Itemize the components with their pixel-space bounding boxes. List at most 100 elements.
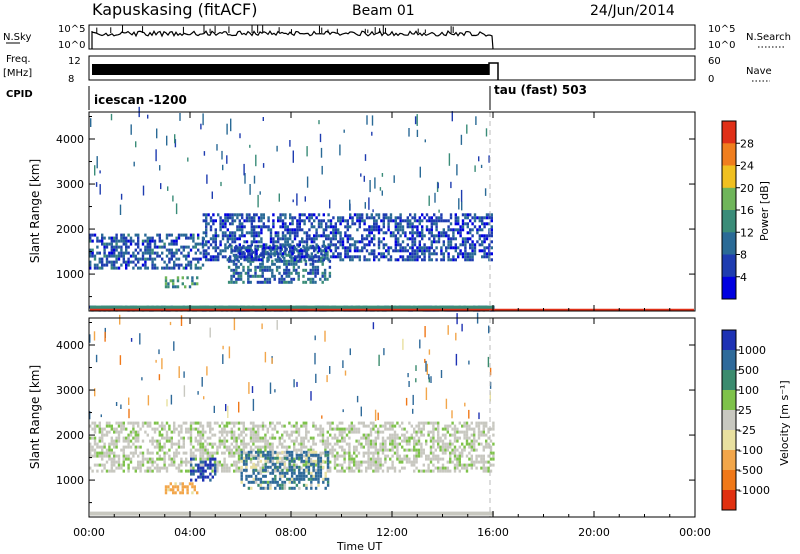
- heatmap-streak: [226, 123, 228, 135]
- heatmap-cell: [217, 234, 220, 238]
- heatmap-cell: [96, 445, 99, 449]
- heatmap-streak: [480, 164, 483, 168]
- heatmap-cell: [180, 463, 183, 467]
- heatmap-cell: [161, 266, 164, 270]
- heatmap-cell: [298, 258, 301, 262]
- heatmap-cell: [129, 242, 133, 246]
- heatmap-cell: [132, 451, 135, 455]
- heatmap-cell: [264, 465, 267, 469]
- heatmap-cell: [345, 466, 349, 470]
- heatmap-cell: [334, 237, 337, 241]
- heatmap-cell: [380, 228, 383, 232]
- heatmap-cell: [297, 433, 301, 437]
- heatmap-cell: [375, 219, 378, 223]
- heatmap-cell: [134, 421, 137, 425]
- heatmap-cell: [197, 427, 200, 431]
- heatmap-cell: [199, 451, 202, 455]
- heatmap-cell: [369, 430, 373, 434]
- heatmap-cell: [394, 228, 397, 232]
- heatmap-cell: [483, 237, 486, 241]
- heatmap-cell: [413, 219, 417, 223]
- heatmap-cell: [449, 216, 453, 220]
- heatmap-cell: [259, 466, 262, 470]
- heatmap-cell: [281, 460, 284, 464]
- heatmap-cell: [163, 424, 166, 428]
- heatmap-cell: [259, 274, 262, 278]
- heatmap-cell: [235, 460, 238, 464]
- heatmap-streak: [226, 155, 228, 164]
- heatmap-cell: [274, 486, 277, 490]
- heatmap-streak: [183, 385, 186, 397]
- heatmap-cell: [377, 225, 381, 229]
- heatmap-cell: [399, 222, 402, 226]
- heatmap-cell: [163, 451, 166, 455]
- heatmap-cell: [287, 259, 291, 263]
- heatmap-cell: [261, 421, 265, 425]
- heatmap-cell: [492, 424, 495, 428]
- heatmap-cell: [232, 280, 236, 284]
- heatmap-cell: [466, 222, 469, 226]
- heatmap-cell: [277, 255, 280, 259]
- heatmap-cell: [242, 442, 245, 446]
- heatmap-streak: [460, 189, 463, 202]
- heatmap-cell: [241, 225, 244, 229]
- heatmap-cell: [405, 442, 409, 446]
- heatmap-cell: [125, 242, 128, 246]
- heatmap-cell: [197, 248, 200, 252]
- heatmap-cell: [305, 430, 308, 434]
- heatmap-cell: [242, 436, 245, 440]
- heatmap-cell: [358, 213, 361, 217]
- heatmap-cell: [264, 462, 267, 466]
- heatmap-cell: [362, 424, 365, 428]
- heatmap-cell: [127, 442, 130, 446]
- heatmap-cell: [389, 439, 392, 443]
- heatmap-cell: [348, 457, 351, 461]
- heatmap-cell: [172, 485, 175, 489]
- heatmap-cell: [311, 268, 315, 272]
- heatmap-cell: [314, 442, 317, 446]
- heatmap-cell: [301, 237, 304, 241]
- heatmap-cell: [173, 266, 176, 270]
- heatmap-cell: [257, 439, 260, 443]
- heatmap-cell: [358, 216, 361, 220]
- heatmap-streak: [167, 186, 169, 191]
- heatmap-cell: [295, 465, 299, 469]
- heatmap-cell: [122, 457, 125, 461]
- heatmap-cell: [367, 466, 370, 470]
- heatmap-cell: [312, 448, 315, 452]
- heatmap-cell: [96, 251, 99, 255]
- heatmap-cell: [405, 436, 409, 440]
- heatmap-cell: [483, 255, 486, 259]
- heatmap-cell: [266, 430, 269, 434]
- heatmap-cell: [422, 448, 425, 452]
- heatmap-cell: [202, 237, 205, 241]
- heatmap-cell: [327, 258, 330, 262]
- heatmap-cell: [432, 445, 435, 449]
- heatmap-cell: [417, 469, 421, 473]
- heatmap-cell: [191, 276, 194, 280]
- heatmap-cell: [416, 255, 419, 259]
- heatmap-cell: [374, 436, 377, 440]
- heatmap-cell: [346, 219, 349, 223]
- heatmap-cell: [343, 469, 346, 473]
- heatmap-cell: [465, 466, 469, 470]
- heatmap-cell: [465, 439, 469, 443]
- heatmap-cell: [149, 469, 152, 473]
- heatmap-cell: [268, 277, 272, 281]
- heatmap-cell: [413, 454, 416, 458]
- heatmap-cell: [321, 280, 324, 284]
- heatmap-cell: [485, 237, 489, 241]
- heatmap-cell: [213, 421, 217, 425]
- heatmap-cell: [199, 424, 202, 428]
- heatmap-cell: [439, 439, 442, 443]
- heatmap-cell: [485, 246, 489, 250]
- heatmap-cell: [457, 216, 460, 220]
- heatmap-cell: [341, 454, 344, 458]
- heatmap-cell: [488, 216, 491, 220]
- heatmap-cell: [295, 474, 299, 478]
- heatmap-cell: [156, 254, 159, 258]
- heatmap-cell: [326, 469, 329, 473]
- heatmap-cell: [259, 436, 262, 440]
- heatmap-cell: [396, 433, 399, 437]
- heatmap-cell: [326, 430, 329, 434]
